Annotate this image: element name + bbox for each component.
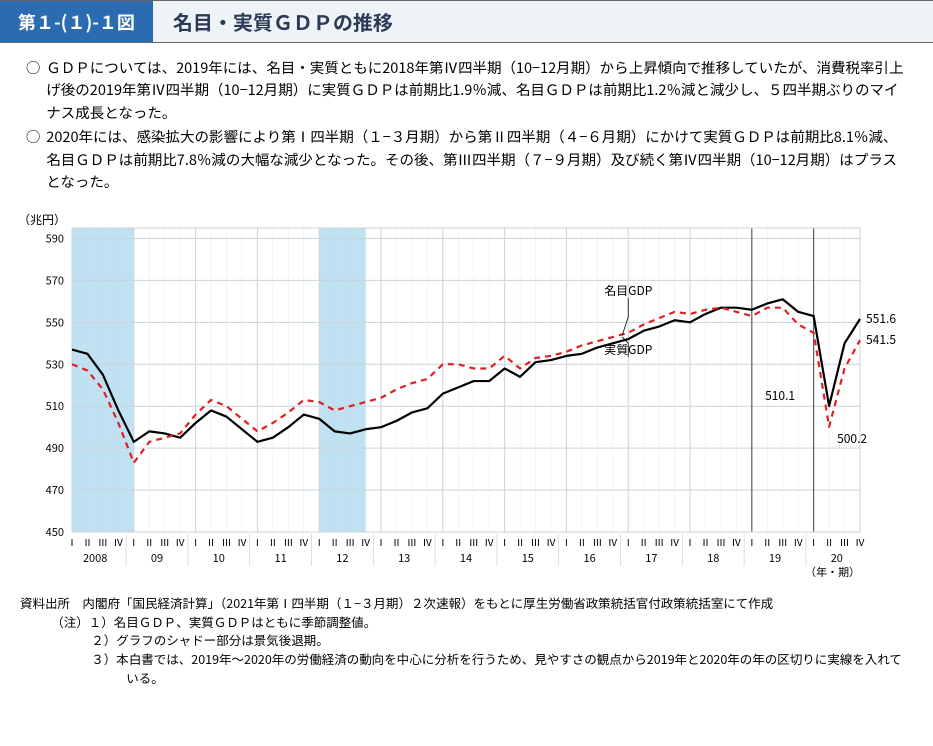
svg-text:Ⅱ: Ⅱ xyxy=(762,534,772,549)
svg-text:Ⅲ: Ⅲ xyxy=(531,534,541,549)
svg-text:Ⅳ: Ⅳ xyxy=(608,534,618,549)
svg-text:Ⅳ: Ⅳ xyxy=(237,534,247,549)
svg-text:Ⅱ: Ⅱ xyxy=(824,534,834,549)
bullet-item: ＧＤＰについては、2019年には、名目・実質ともに2018年第Ⅳ四半期（10−1… xyxy=(26,57,907,124)
note-text: ２）グラフのシャドー部分は景気後退期。 xyxy=(91,630,329,649)
svg-text:Ⅲ: Ⅲ xyxy=(840,534,850,549)
svg-text:Ⅱ: Ⅱ xyxy=(700,534,710,549)
svg-text:530: 530 xyxy=(46,356,64,372)
source-line: 資料出所 内閣府「国民経済計算」（2021年第Ⅰ四半期（１−３月期）２次速報）を… xyxy=(20,594,913,613)
svg-text:Ⅱ: Ⅱ xyxy=(639,534,649,549)
svg-text:Ⅰ: Ⅰ xyxy=(561,534,571,549)
note-line: （注）１）名目ＧＤＰ、実質ＧＤＰはともに季節調整値。 xyxy=(51,613,913,632)
svg-text:Ⅰ: Ⅰ xyxy=(67,534,77,549)
svg-text:510.1: 510.1 xyxy=(765,387,795,404)
svg-text:Ⅳ: Ⅳ xyxy=(546,534,556,549)
svg-text:550: 550 xyxy=(46,314,64,330)
svg-text:470: 470 xyxy=(46,482,64,498)
svg-text:Ⅳ: Ⅳ xyxy=(175,534,185,549)
svg-text:Ⅱ: Ⅱ xyxy=(268,534,278,549)
svg-text:Ⅱ: Ⅱ xyxy=(515,534,525,549)
svg-text:15: 15 xyxy=(522,550,534,566)
svg-text:Ⅰ: Ⅰ xyxy=(129,534,139,549)
note-line: ２）グラフのシャドー部分は景気後退期。 xyxy=(51,631,913,650)
svg-text:Ⅳ: Ⅳ xyxy=(484,534,494,549)
svg-text:Ⅰ: Ⅰ xyxy=(438,534,448,549)
svg-text:Ⅲ: Ⅲ xyxy=(778,534,788,549)
svg-text:14: 14 xyxy=(460,550,472,566)
svg-text:11: 11 xyxy=(274,550,286,566)
gdp-chart: 450470490510530550570590（兆円）名目GDP実質GDP55… xyxy=(16,208,916,588)
note-text: １）名目ＧＤＰ、実質ＧＤＰはともに季節調整値。 xyxy=(89,612,377,631)
svg-text:Ⅰ: Ⅰ xyxy=(191,534,201,549)
svg-text:570: 570 xyxy=(46,272,64,288)
notes-block: （注）１）名目ＧＤＰ、実質ＧＤＰはともに季節調整値。 ２）グラフのシャドー部分は… xyxy=(20,613,913,688)
svg-text:12: 12 xyxy=(336,550,348,566)
svg-text:Ⅰ: Ⅰ xyxy=(623,534,633,549)
svg-text:Ⅳ: Ⅳ xyxy=(299,534,309,549)
svg-text:19: 19 xyxy=(769,550,781,566)
svg-text:Ⅱ: Ⅱ xyxy=(453,534,463,549)
source-notes: 資料出所 内閣府「国民経済計算」（2021年第Ⅰ四半期（１−３月期）２次速報）を… xyxy=(0,588,933,698)
svg-text:Ⅲ: Ⅲ xyxy=(345,534,355,549)
svg-text:16: 16 xyxy=(583,550,595,566)
summary-bullets: ＧＤＰについては、2019年には、名目・実質ともに2018年第Ⅳ四半期（10−1… xyxy=(0,43,933,204)
svg-text:Ⅰ: Ⅰ xyxy=(747,534,757,549)
svg-text:Ⅲ: Ⅲ xyxy=(716,534,726,549)
svg-text:Ⅰ: Ⅰ xyxy=(314,534,324,549)
svg-text:18: 18 xyxy=(707,550,719,566)
svg-text:Ⅰ: Ⅰ xyxy=(376,534,386,549)
svg-text:Ⅳ: Ⅳ xyxy=(670,534,680,549)
svg-text:Ⅳ: Ⅳ xyxy=(855,534,865,549)
svg-text:541.5: 541.5 xyxy=(866,331,896,348)
svg-text:Ⅱ: Ⅱ xyxy=(577,534,587,549)
svg-text:Ⅱ: Ⅱ xyxy=(391,534,401,549)
svg-text:Ⅱ: Ⅱ xyxy=(82,534,92,549)
svg-text:Ⅲ: Ⅲ xyxy=(592,534,602,549)
svg-text:Ⅲ: Ⅲ xyxy=(469,534,479,549)
svg-text:590: 590 xyxy=(46,230,64,246)
svg-text:Ⅰ: Ⅰ xyxy=(500,534,510,549)
note-text: ３）本白書では、2019年〜2020年の労働経済の動向を中心に分析を行うため、見… xyxy=(91,649,902,687)
figure-title: 名目・実質ＧＤＰの推移 xyxy=(153,1,413,42)
svg-text:名目GDP: 名目GDP xyxy=(604,282,653,299)
bullet-item: 2020年には、感染拡大の影響により第Ⅰ四半期（１−３月期）から第Ⅱ四半期（４−… xyxy=(26,126,907,193)
svg-text:Ⅱ: Ⅱ xyxy=(206,534,216,549)
svg-text:Ⅲ: Ⅲ xyxy=(98,534,108,549)
gdp-chart-container: 450470490510530550570590（兆円）名目GDP実質GDP55… xyxy=(0,204,933,588)
svg-text:Ⅲ: Ⅲ xyxy=(407,534,417,549)
svg-text:Ⅳ: Ⅳ xyxy=(422,534,432,549)
svg-text:Ⅲ: Ⅲ xyxy=(654,534,664,549)
notes-label: （注） xyxy=(51,612,89,631)
svg-text:2008: 2008 xyxy=(83,550,107,566)
svg-text:（年・期）: （年・期） xyxy=(805,564,860,580)
svg-text:Ⅱ: Ⅱ xyxy=(330,534,340,549)
svg-text:Ⅱ: Ⅱ xyxy=(144,534,154,549)
svg-text:10: 10 xyxy=(213,550,225,566)
svg-text:Ⅳ: Ⅳ xyxy=(793,534,803,549)
svg-text:13: 13 xyxy=(398,550,410,566)
figure-number: 第１-(１)-１図 xyxy=(0,1,153,42)
svg-text:Ⅰ: Ⅰ xyxy=(685,534,695,549)
svg-text:（兆円）: （兆円） xyxy=(18,211,66,228)
svg-text:Ⅲ: Ⅲ xyxy=(160,534,170,549)
svg-text:450: 450 xyxy=(46,524,64,540)
note-line: ３）本白書では、2019年〜2020年の労働経済の動向を中心に分析を行うため、見… xyxy=(51,650,913,688)
svg-text:510: 510 xyxy=(46,398,64,414)
svg-text:551.6: 551.6 xyxy=(866,310,896,327)
svg-text:Ⅳ: Ⅳ xyxy=(361,534,371,549)
svg-text:500.2: 500.2 xyxy=(837,430,867,447)
figure-title-bar: 第１-(１)-１図 名目・実質ＧＤＰの推移 xyxy=(0,0,933,43)
svg-text:Ⅲ: Ⅲ xyxy=(222,534,232,549)
svg-text:Ⅳ: Ⅳ xyxy=(113,534,123,549)
svg-text:Ⅲ: Ⅲ xyxy=(283,534,293,549)
svg-text:Ⅰ: Ⅰ xyxy=(252,534,262,549)
svg-text:Ⅳ: Ⅳ xyxy=(731,534,741,549)
svg-text:17: 17 xyxy=(645,550,657,566)
svg-text:09: 09 xyxy=(151,550,163,566)
svg-text:Ⅰ: Ⅰ xyxy=(809,534,819,549)
svg-text:490: 490 xyxy=(46,440,64,456)
